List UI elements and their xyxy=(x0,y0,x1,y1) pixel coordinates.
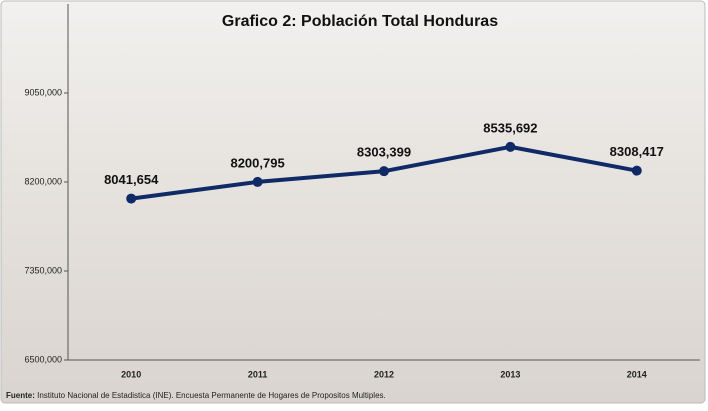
data-point xyxy=(252,176,263,187)
data-label: 8041,654 xyxy=(104,172,159,187)
data-label: 8535,692 xyxy=(483,120,537,135)
y-tick-label: 6500,000 xyxy=(24,354,62,364)
x-tick-label: 2013 xyxy=(500,369,520,379)
y-tick-label: 7350,000 xyxy=(24,265,62,275)
data-point xyxy=(126,193,137,204)
y-tick-label: 8200,000 xyxy=(24,176,62,186)
source-text: Instituto Nacional de Estadistica (INE).… xyxy=(35,391,386,400)
data-label: 8308,417 xyxy=(610,144,664,159)
data-point xyxy=(631,165,642,176)
chart-title: Grafico 2: Población Total Honduras xyxy=(222,13,498,30)
y-tick-label: 9050,000 xyxy=(24,87,62,97)
x-tick-label: 2014 xyxy=(627,369,647,379)
x-tick-label: 2011 xyxy=(248,369,268,379)
data-point xyxy=(505,141,516,152)
source-label: Fuente: xyxy=(6,391,35,400)
data-point xyxy=(379,166,389,177)
x-tick-label: 2012 xyxy=(374,369,394,379)
x-tick-label: 2010 xyxy=(121,369,141,379)
data-label: 8303,399 xyxy=(357,145,411,160)
data-label: 8200,795 xyxy=(230,155,284,170)
source-note: Fuente: Instituto Nacional de Estadistic… xyxy=(6,391,386,400)
